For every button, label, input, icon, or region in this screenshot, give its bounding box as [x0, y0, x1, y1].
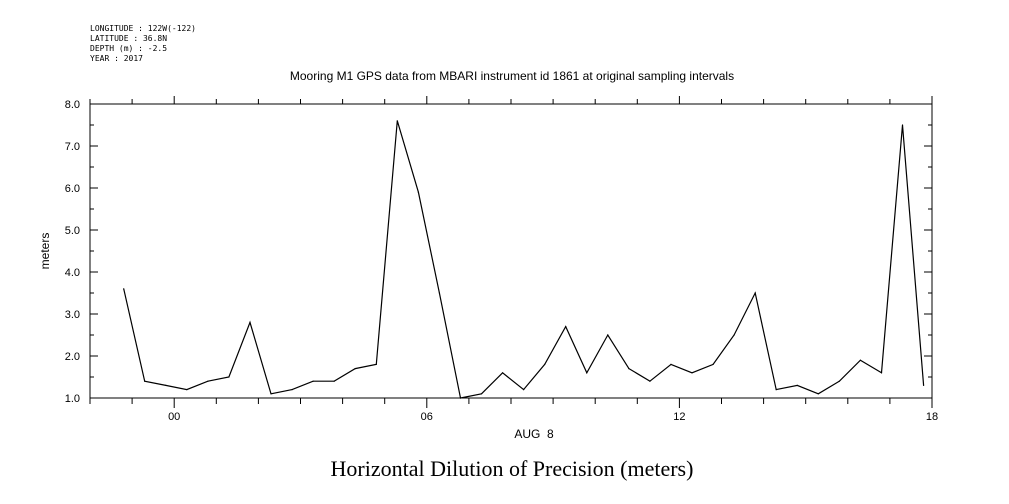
data-point: [438, 292, 441, 294]
data-point: [607, 334, 609, 336]
data-point: [649, 380, 651, 382]
x-tick-label: 06: [421, 411, 433, 423]
data-point: [712, 363, 714, 365]
y-tick-label: 4.0: [65, 267, 80, 279]
data-point: [354, 368, 356, 370]
data-point: [270, 393, 272, 395]
data-point: [754, 292, 756, 294]
meta-year: YEAR : 2017: [90, 54, 143, 63]
y-tick-label: 7.0: [65, 141, 80, 153]
series-line: [123, 120, 925, 399]
y-tick-label: 5.0: [65, 225, 80, 237]
data-point: [207, 380, 209, 382]
y-tick-label: 6.0: [65, 183, 80, 195]
data-point: [565, 326, 567, 328]
meta-longitude: LONGITUDE : 122W(-122): [90, 24, 196, 33]
y-tick-label: 3.0: [65, 309, 80, 321]
data-point: [838, 380, 840, 382]
data-point: [312, 380, 314, 382]
data-point: [544, 363, 546, 365]
data-point: [628, 368, 630, 370]
data-point: [523, 389, 525, 391]
y-axis-label: meters: [38, 233, 52, 270]
series-points: [123, 120, 925, 399]
x-axis-label: AUG 8: [514, 427, 554, 441]
data-point: [291, 389, 293, 391]
x-tick-label: 12: [673, 411, 685, 423]
data-point: [333, 380, 335, 382]
data-point: [733, 334, 735, 336]
data-point: [249, 321, 251, 323]
data-point: [123, 288, 125, 290]
data-point: [922, 384, 925, 386]
y-tick-label: 1.0: [65, 393, 80, 405]
y-tick-label: 2.0: [65, 351, 80, 363]
data-point: [586, 372, 588, 374]
meta-block: LONGITUDE : 122W(-122) LATITUDE : 36.8N …: [90, 24, 196, 63]
data-point: [796, 384, 798, 386]
data-point: [501, 372, 504, 374]
data-point: [375, 363, 377, 365]
data-point: [186, 389, 188, 391]
data-point: [670, 363, 672, 365]
x-axis: 00 06 12 18: [89, 96, 938, 423]
data-point: [165, 384, 167, 386]
data-point: [480, 393, 483, 395]
meta-depth: DEPTH (m) : -2.5: [90, 44, 167, 53]
data-point: [459, 397, 462, 399]
data-point: [859, 359, 862, 361]
data-point: [691, 372, 693, 374]
data-point: [417, 191, 419, 193]
y-tick-label: 8.0: [65, 99, 80, 111]
y-axis: 1.0 2.0 3.0 4.0 5.0 6.0 7.0 8.0: [65, 99, 932, 405]
data-point: [817, 393, 819, 395]
meta-latitude: LATITUDE : 36.8N: [90, 34, 167, 43]
data-point: [775, 389, 777, 391]
data-point: [396, 120, 398, 122]
x-tick-label: 00: [168, 411, 180, 423]
bottom-title: Horizontal Dilution of Precision (meters…: [331, 456, 694, 481]
plot-frame: [89, 103, 933, 399]
chart-title: Mooring M1 GPS data from MBARI instrumen…: [290, 69, 734, 83]
data-point: [228, 376, 230, 378]
data-point: [880, 372, 883, 374]
x-tick-label: 18: [926, 411, 938, 423]
data-point: [144, 380, 146, 382]
data-point: [901, 124, 904, 126]
